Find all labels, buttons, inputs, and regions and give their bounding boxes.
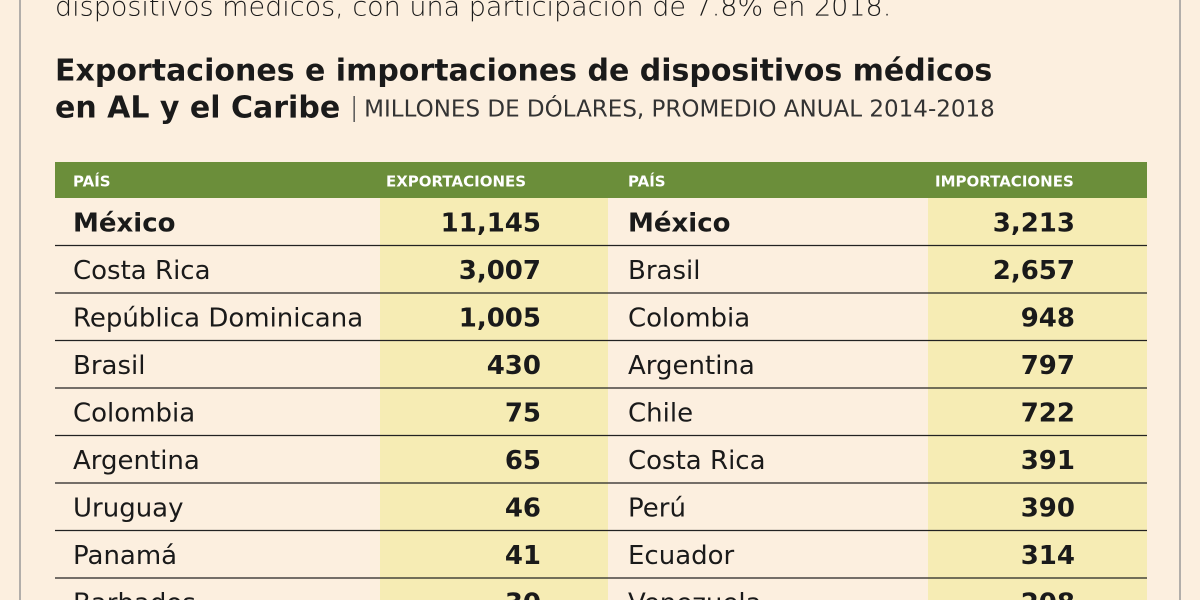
value-column-bg — [380, 198, 608, 600]
country: Brasil — [73, 351, 145, 381]
import-value: 390 — [1021, 493, 1075, 523]
intro-text: dispositivos médicos, con una participac… — [55, 0, 891, 23]
export-value: 1,005 — [459, 303, 541, 333]
column-header: PAÍS — [73, 172, 111, 191]
country: Costa Rica — [628, 446, 766, 476]
title: en AL y el Caribe — [55, 91, 340, 126]
country: Barbados — [73, 588, 196, 600]
export-value: 41 — [505, 541, 541, 571]
country: Colombia — [628, 303, 750, 333]
import-value: 948 — [1021, 303, 1075, 333]
country: República Dominicana — [73, 303, 363, 333]
import-value: 391 — [1021, 446, 1075, 476]
country: Perú — [628, 493, 686, 523]
value-column-bg — [928, 198, 1147, 600]
country: Brasil — [628, 256, 700, 286]
country: Chile — [628, 398, 693, 428]
import-value: 314 — [1021, 541, 1075, 571]
country: Colombia — [73, 398, 195, 428]
export-value: 65 — [505, 446, 541, 476]
title: Exportaciones e importaciones de disposi… — [55, 54, 992, 89]
export-value: 30 — [505, 588, 541, 600]
export-value: 430 — [487, 351, 541, 381]
export-value: 11,145 — [441, 208, 541, 238]
country: Venezuela — [628, 588, 762, 600]
import-value: 208 — [1021, 588, 1075, 600]
country: México — [73, 208, 175, 238]
export-value: 75 — [505, 398, 541, 428]
export-value: 46 — [505, 493, 541, 523]
country: Panamá — [73, 541, 177, 571]
country: Argentina — [73, 446, 200, 476]
subtitle: MILLONES DE DÓLARES, PROMEDIO ANUAL 2014… — [364, 95, 995, 123]
import-value: 3,213 — [993, 208, 1075, 238]
import-value: 2,657 — [993, 256, 1075, 286]
country: Ecuador — [628, 541, 735, 571]
column-header: EXPORTACIONES — [386, 173, 526, 191]
country: Uruguay — [73, 493, 184, 523]
country: Costa Rica — [73, 256, 211, 286]
column-header: PAÍS — [628, 172, 666, 191]
country: México — [628, 208, 730, 238]
export-value: 3,007 — [459, 256, 541, 286]
country: Argentina — [628, 351, 755, 381]
column-header: IMPORTACIONES — [935, 173, 1074, 191]
import-value: 797 — [1021, 351, 1075, 381]
header-bar — [55, 162, 1147, 198]
import-value: 722 — [1021, 398, 1075, 428]
table: PAÍS EXPORTACIONES PAÍS IMPORTACIONES México… — [55, 162, 1147, 600]
